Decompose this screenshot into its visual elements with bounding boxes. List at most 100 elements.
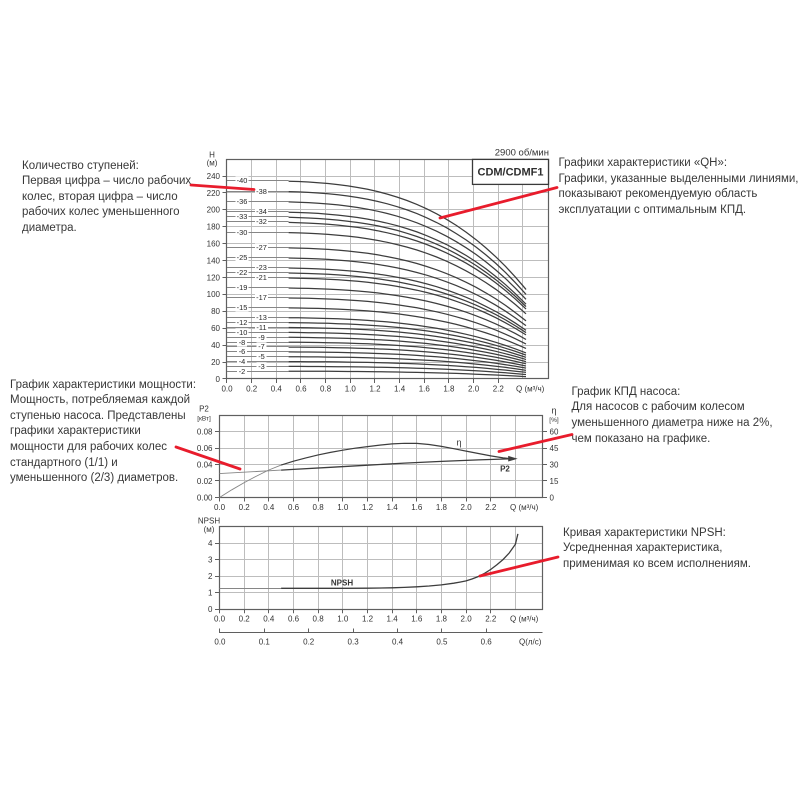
svg-text:-27: -27 bbox=[256, 243, 267, 252]
svg-text:0.2: 0.2 bbox=[239, 615, 251, 624]
svg-text:(м): (м) bbox=[204, 525, 215, 534]
svg-text:η: η bbox=[456, 438, 461, 448]
svg-text:-11: -11 bbox=[256, 323, 266, 332]
svg-text:0.6: 0.6 bbox=[481, 637, 493, 646]
svg-text:-3: -3 bbox=[258, 362, 265, 371]
svg-text:0.6: 0.6 bbox=[288, 615, 300, 624]
svg-text:1.6: 1.6 bbox=[419, 384, 431, 393]
svg-text:-36: -36 bbox=[237, 197, 248, 206]
svg-text:Q (м³/ч): Q (м³/ч) bbox=[516, 384, 545, 393]
svg-text:0.4: 0.4 bbox=[271, 384, 283, 393]
svg-text:0.2: 0.2 bbox=[239, 503, 251, 512]
svg-text:60: 60 bbox=[550, 427, 559, 436]
svg-text:20: 20 bbox=[211, 358, 220, 367]
svg-text:60: 60 bbox=[211, 324, 220, 333]
svg-text:4: 4 bbox=[208, 539, 213, 548]
svg-text:1.0: 1.0 bbox=[337, 615, 349, 624]
svg-text:1.0: 1.0 bbox=[345, 384, 357, 393]
svg-text:180: 180 bbox=[207, 223, 221, 232]
svg-text:1: 1 bbox=[208, 589, 213, 598]
svg-text:220: 220 bbox=[207, 189, 221, 198]
svg-text:P2: P2 bbox=[500, 465, 510, 474]
svg-text:3: 3 bbox=[208, 556, 213, 565]
svg-text:30: 30 bbox=[550, 460, 559, 469]
svg-text:-40: -40 bbox=[237, 176, 248, 185]
svg-text:1.2: 1.2 bbox=[369, 384, 381, 393]
svg-text:0.0: 0.0 bbox=[214, 637, 226, 646]
svg-text:[кВт]: [кВт] bbox=[197, 416, 211, 423]
svg-text:[%]: [%] bbox=[549, 417, 559, 424]
svg-text:2.0: 2.0 bbox=[461, 615, 473, 624]
svg-text:1.6: 1.6 bbox=[411, 615, 423, 624]
svg-text:-30: -30 bbox=[237, 228, 248, 237]
svg-text:15: 15 bbox=[550, 477, 559, 486]
svg-text:0.3: 0.3 bbox=[348, 637, 360, 646]
svg-text:-4: -4 bbox=[239, 357, 246, 366]
svg-text:1.0: 1.0 bbox=[337, 503, 349, 512]
svg-text:-32: -32 bbox=[256, 217, 267, 226]
svg-text:0.6: 0.6 bbox=[295, 384, 307, 393]
svg-text:0.8: 0.8 bbox=[320, 384, 332, 393]
svg-text:0.4: 0.4 bbox=[263, 503, 275, 512]
svg-text:1.4: 1.4 bbox=[394, 384, 406, 393]
svg-text:200: 200 bbox=[207, 206, 221, 215]
svg-text:40: 40 bbox=[211, 341, 220, 350]
svg-text:-34: -34 bbox=[256, 207, 267, 216]
svg-text:1.6: 1.6 bbox=[411, 503, 423, 512]
svg-text:Q (м³/ч): Q (м³/ч) bbox=[510, 615, 539, 624]
svg-text:-7: -7 bbox=[258, 342, 265, 351]
svg-text:-2: -2 bbox=[239, 367, 246, 376]
svg-text:160: 160 bbox=[207, 240, 221, 249]
svg-text:100: 100 bbox=[207, 290, 221, 299]
svg-text:2.0: 2.0 bbox=[461, 503, 473, 512]
svg-text:-12: -12 bbox=[237, 318, 248, 327]
svg-text:0: 0 bbox=[550, 493, 555, 502]
svg-text:η: η bbox=[551, 406, 556, 416]
svg-text:45: 45 bbox=[550, 444, 559, 453]
svg-text:P2: P2 bbox=[199, 405, 209, 414]
svg-text:0.6: 0.6 bbox=[288, 503, 300, 512]
svg-text:0.06: 0.06 bbox=[197, 444, 213, 453]
svg-text:NPSH: NPSH bbox=[331, 579, 353, 588]
svg-text:0.0: 0.0 bbox=[214, 615, 226, 624]
svg-text:-38: -38 bbox=[256, 187, 267, 196]
svg-text:0.08: 0.08 bbox=[197, 427, 213, 436]
svg-text:Q(л/с): Q(л/с) bbox=[519, 637, 542, 646]
svg-text:H: H bbox=[209, 151, 215, 160]
svg-text:0.02: 0.02 bbox=[197, 477, 213, 486]
svg-text:Q (м³/ч): Q (м³/ч) bbox=[510, 503, 539, 512]
svg-text:-17: -17 bbox=[256, 293, 267, 302]
svg-text:0.1: 0.1 bbox=[259, 637, 271, 646]
svg-text:1.4: 1.4 bbox=[387, 503, 399, 512]
svg-text:0.8: 0.8 bbox=[313, 615, 325, 624]
svg-text:-15: -15 bbox=[237, 303, 248, 312]
svg-text:140: 140 bbox=[207, 256, 221, 265]
svg-text:1.8: 1.8 bbox=[436, 503, 448, 512]
svg-text:120: 120 bbox=[207, 273, 221, 282]
svg-text:0.5: 0.5 bbox=[436, 637, 448, 646]
svg-text:0.0: 0.0 bbox=[221, 384, 233, 393]
svg-text:0.2: 0.2 bbox=[246, 384, 258, 393]
svg-text:-23: -23 bbox=[256, 263, 267, 272]
svg-text:80: 80 bbox=[211, 307, 220, 316]
svg-text:-8: -8 bbox=[239, 338, 246, 347]
svg-text:2.2: 2.2 bbox=[493, 384, 505, 393]
svg-text:-5: -5 bbox=[258, 352, 265, 361]
svg-text:0: 0 bbox=[208, 605, 213, 614]
svg-text:2.2: 2.2 bbox=[485, 503, 497, 512]
svg-text:1.8: 1.8 bbox=[436, 615, 448, 624]
svg-text:2: 2 bbox=[208, 572, 213, 581]
svg-text:0.00: 0.00 bbox=[197, 493, 213, 502]
svg-text:-25: -25 bbox=[237, 253, 248, 262]
svg-text:-13: -13 bbox=[256, 313, 267, 322]
svg-text:1.4: 1.4 bbox=[387, 615, 399, 624]
svg-text:0.04: 0.04 bbox=[197, 460, 213, 469]
svg-text:0.8: 0.8 bbox=[313, 503, 325, 512]
svg-text:-22: -22 bbox=[237, 268, 248, 277]
svg-text:2.0: 2.0 bbox=[468, 384, 480, 393]
svg-text:240: 240 bbox=[207, 172, 221, 181]
svg-text:2900 об/мин: 2900 об/мин bbox=[495, 148, 549, 159]
svg-text:0.4: 0.4 bbox=[392, 637, 404, 646]
svg-text:1.2: 1.2 bbox=[362, 503, 374, 512]
svg-text:-33: -33 bbox=[237, 212, 248, 221]
